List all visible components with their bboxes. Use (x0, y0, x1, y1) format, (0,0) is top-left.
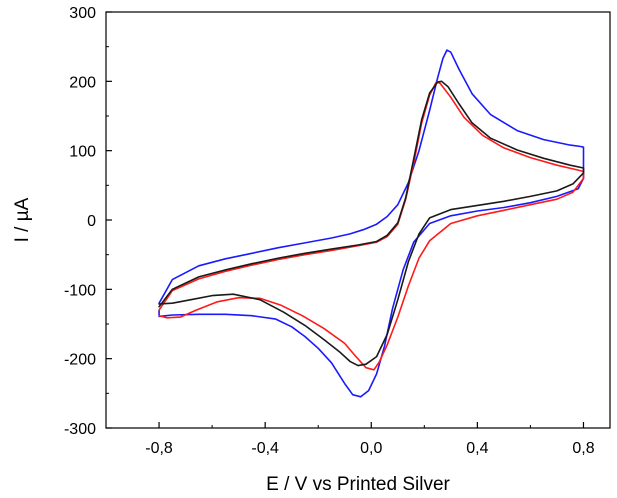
y-tick-label: 300 (69, 5, 96, 22)
x-axis-title: E / V vs Printed Silver (266, 474, 450, 495)
y-tick-label: -100 (64, 282, 96, 299)
series-line-3 (158, 80, 585, 367)
y-tick-label: -200 (64, 352, 96, 369)
x-tick-label: 0,8 (572, 440, 594, 457)
y-axis-title: I / µA (12, 197, 33, 242)
series-line-1 (158, 49, 585, 398)
y-tick-label: -300 (64, 421, 96, 438)
x-tick-label: 0,4 (466, 440, 488, 457)
y-tick-label: 100 (69, 144, 96, 161)
y-tick-label: 200 (69, 74, 96, 91)
x-tick-label: 0,0 (360, 440, 382, 457)
y-tick-label: 0 (87, 213, 96, 230)
x-tick-label: -0,8 (145, 440, 173, 457)
x-tick-label: -0,4 (251, 440, 279, 457)
